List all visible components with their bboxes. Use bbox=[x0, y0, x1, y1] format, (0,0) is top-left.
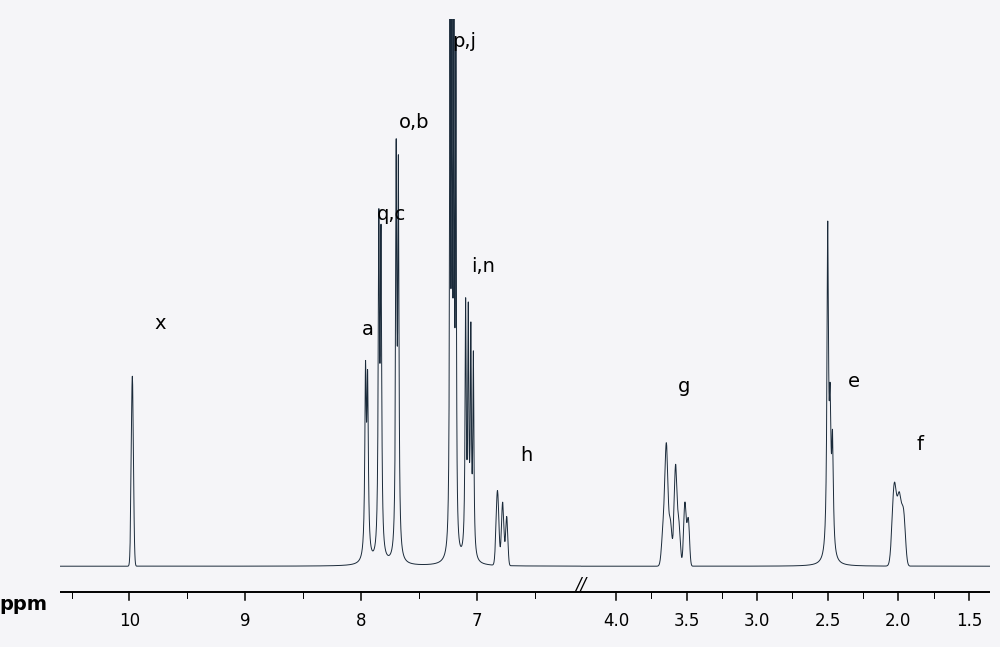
Text: x: x bbox=[155, 314, 166, 333]
Text: p,j: p,j bbox=[452, 32, 476, 51]
Text: 8: 8 bbox=[356, 611, 366, 630]
Text: 7: 7 bbox=[471, 611, 482, 630]
Text: a: a bbox=[362, 320, 374, 339]
Text: //: // bbox=[575, 576, 586, 594]
Text: i,n: i,n bbox=[471, 257, 495, 276]
Text: 3.0: 3.0 bbox=[744, 611, 770, 630]
Text: g: g bbox=[678, 377, 691, 397]
Text: ppm: ppm bbox=[0, 595, 47, 614]
Text: o,b: o,b bbox=[399, 113, 430, 131]
Text: 10: 10 bbox=[119, 611, 140, 630]
Text: 1.5: 1.5 bbox=[956, 611, 982, 630]
Text: f: f bbox=[917, 435, 924, 454]
Text: h: h bbox=[521, 446, 533, 465]
Text: 2.5: 2.5 bbox=[815, 611, 841, 630]
Text: 9: 9 bbox=[240, 611, 250, 630]
Text: 3.5: 3.5 bbox=[673, 611, 700, 630]
Text: 2.0: 2.0 bbox=[885, 611, 911, 630]
Text: e: e bbox=[847, 371, 859, 391]
Text: 4.0: 4.0 bbox=[603, 611, 629, 630]
Text: q,c: q,c bbox=[377, 204, 406, 224]
